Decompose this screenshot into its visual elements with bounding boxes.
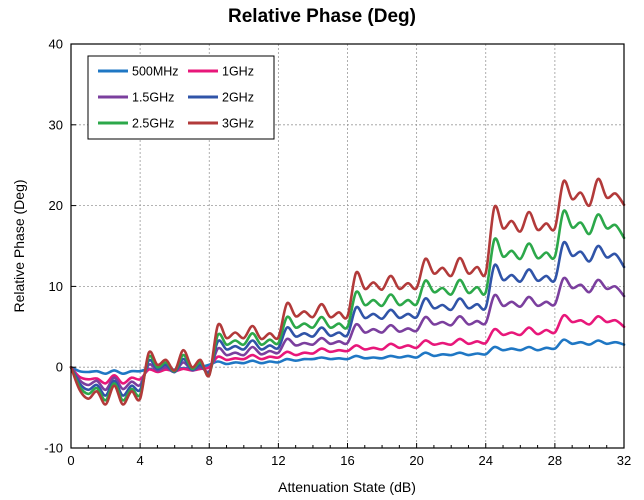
legend-label: 3GHz: [222, 117, 254, 131]
y-tick-label: -10: [44, 441, 63, 456]
series-line-1ghz: [69, 313, 626, 385]
legend-label: 1.5GHz: [132, 91, 174, 105]
x-tick-label: 4: [137, 453, 144, 468]
legend-label: 500MHz: [132, 65, 179, 79]
y-axis-title: Relative Phase (Deg): [11, 179, 27, 312]
series-layer: [69, 177, 626, 406]
x-axis-title: Attenuation State (dB): [278, 479, 416, 495]
y-tick-label: 10: [49, 279, 63, 294]
legend-label: 2GHz: [222, 91, 254, 105]
x-tick-label: 32: [617, 453, 631, 468]
x-tick-label: 12: [271, 453, 285, 468]
x-tick-label: 28: [548, 453, 562, 468]
legend: 500MHz 1GHz 1.5GHz 2GHz 2.5GHz 3GHz: [87, 55, 275, 140]
series-line-2ghz: [69, 240, 626, 397]
y-tick-label: 20: [49, 198, 63, 213]
x-tick-label: 16: [340, 453, 354, 468]
chart-title: Relative Phase (Deg): [228, 6, 416, 27]
y-tick-label: 0: [56, 360, 63, 375]
x-tick-label: 24: [479, 453, 493, 468]
x-tick-label: 20: [409, 453, 423, 468]
x-tick-label: 8: [206, 453, 213, 468]
y-tick-label: 40: [49, 37, 63, 52]
series-line-1-5ghz: [69, 276, 626, 392]
series-line-3ghz: [69, 177, 626, 406]
axis-ticks: 0 4 8 12 16 20 24 28 32 -10 0 10 20 30 40: [44, 37, 631, 469]
x-tick-label: 0: [67, 453, 74, 468]
legend-label: 1GHz: [222, 65, 254, 79]
legend-label: 2.5GHz: [132, 117, 174, 131]
series-line-2-5ghz: [69, 209, 626, 402]
y-tick-label: 30: [49, 117, 63, 132]
